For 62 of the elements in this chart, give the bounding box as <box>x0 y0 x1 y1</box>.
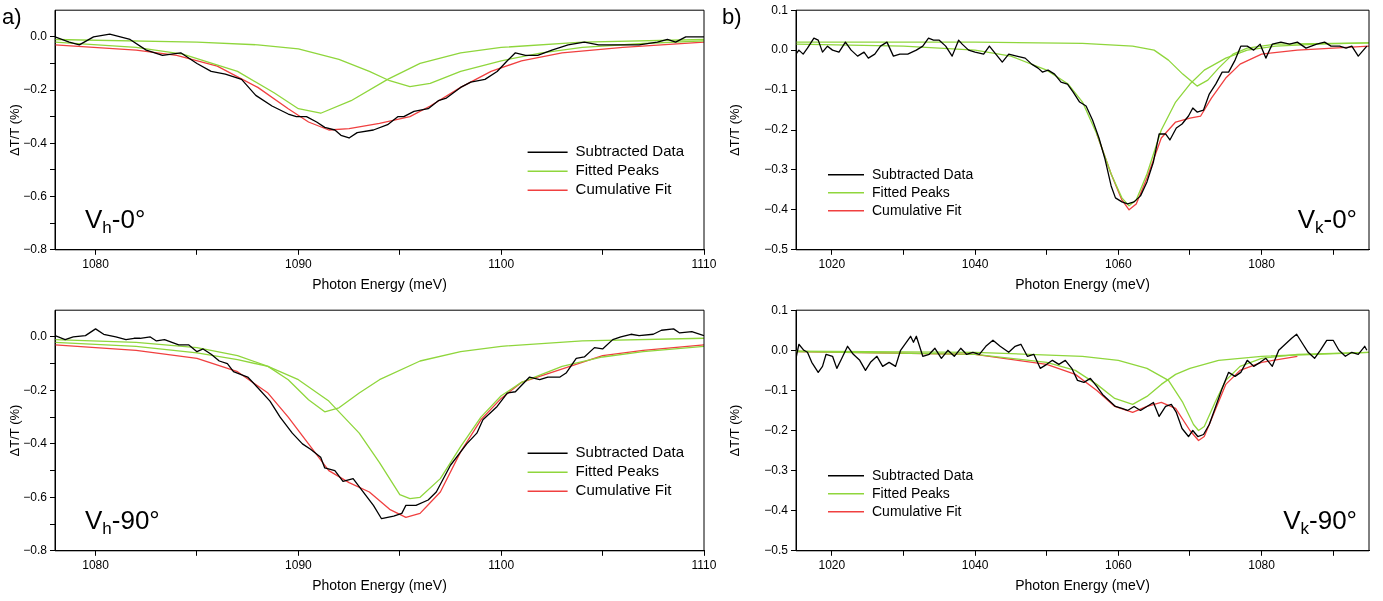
y-tick-label: 0.0 <box>30 329 48 344</box>
x-tick-label: 1080 <box>1248 558 1276 573</box>
x-axis-title: Photon Energy (meV) <box>1015 276 1150 293</box>
y-tick-label: 0.0 <box>771 42 789 57</box>
y-tick-label: −0.3 <box>764 462 789 477</box>
x-tick-label: 1080 <box>1248 257 1276 272</box>
legend-label: Subtracted Data <box>575 142 685 160</box>
x-tick-label: 1110 <box>691 257 717 272</box>
y-tick-label: −0.1 <box>764 82 789 97</box>
legend-label: Fitted Peaks <box>872 183 950 200</box>
x-axis-title: Photon Energy (meV) <box>312 276 447 293</box>
legend-label: Subtracted Data <box>872 165 974 182</box>
chart-title: a) <box>2 4 22 29</box>
y-tick-label: −0.4 <box>23 135 48 150</box>
y-tick-label: −0.2 <box>764 422 789 437</box>
y-tick-label: 0.1 <box>771 2 789 17</box>
x-tick-label: 1110 <box>691 558 717 573</box>
y-tick-label: 0.0 <box>771 342 789 357</box>
y-tick-label: −0.6 <box>23 489 48 504</box>
x-axis-title: Photon Energy (meV) <box>1015 577 1150 594</box>
y-tick-label: −0.5 <box>764 543 789 558</box>
y-tick-label: −0.8 <box>23 543 48 558</box>
legend-label: Cumulative Fit <box>872 201 962 218</box>
y-tick-label: −0.3 <box>764 162 789 177</box>
x-tick-label: 1100 <box>488 257 515 272</box>
legend-label: Fitted Peaks <box>575 161 659 179</box>
x-tick-label: 1040 <box>961 257 989 272</box>
x-tick-label: 1060 <box>1104 257 1132 272</box>
y-tick-label: 0.0 <box>30 29 48 44</box>
y-axis-title: ΔT/T (%) <box>7 404 23 457</box>
y-axis-title: ΔT/T (%) <box>7 104 23 156</box>
legend-label: Fitted Peaks <box>575 462 659 480</box>
legend-label: Subtracted Data <box>575 443 685 461</box>
y-tick-label: −0.2 <box>764 122 789 137</box>
x-tick-label: 1090 <box>285 257 313 272</box>
y-tick-label: −0.1 <box>764 382 789 397</box>
y-tick-label: −0.4 <box>23 436 48 451</box>
legend-label: Cumulative Fit <box>872 502 962 519</box>
x-tick-label: 1060 <box>1104 558 1132 573</box>
x-tick-label: 1020 <box>818 257 846 272</box>
y-tick-label: −0.5 <box>764 242 789 257</box>
y-tick-label: −0.2 <box>23 82 48 97</box>
y-tick-label: −0.8 <box>23 242 48 257</box>
y-axis-title: ΔT/T (%) <box>727 104 743 156</box>
legend-label: Cumulative Fit <box>575 481 673 499</box>
y-tick-label: −0.4 <box>764 202 789 217</box>
x-tick-label: 1100 <box>488 558 515 573</box>
x-tick-label: 1090 <box>285 558 313 573</box>
legend-label: Subtracted Data <box>872 466 974 483</box>
y-tick-label: 0.1 <box>771 302 789 317</box>
y-axis-title: ΔT/T (%) <box>727 404 743 457</box>
chart-title: b) <box>722 4 742 29</box>
x-tick-label: 1020 <box>818 558 846 573</box>
x-axis-title: Photon Energy (meV) <box>312 577 447 594</box>
y-tick-label: −0.2 <box>23 382 48 397</box>
legend-label: Fitted Peaks <box>872 484 950 501</box>
y-tick-label: −0.4 <box>764 503 789 518</box>
y-tick-label: −0.6 <box>23 188 48 203</box>
x-tick-label: 1080 <box>82 257 110 272</box>
x-tick-label: 1040 <box>961 558 989 573</box>
x-tick-label: 1080 <box>82 558 110 573</box>
legend-label: Cumulative Fit <box>575 180 673 198</box>
